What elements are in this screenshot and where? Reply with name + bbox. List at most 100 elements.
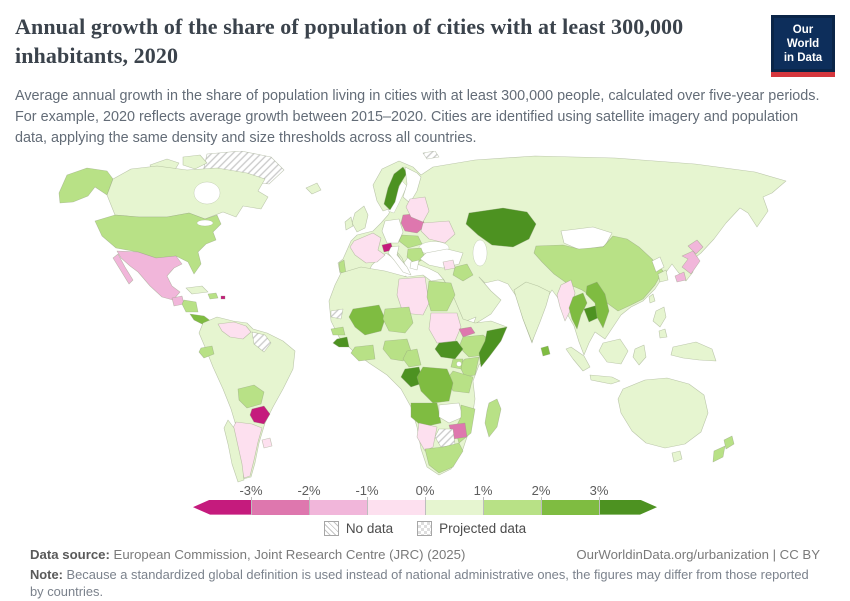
country-new-zealand[interactable] — [712, 435, 735, 462]
country-indonesia[interactable] — [565, 338, 647, 384]
country-india[interactable] — [513, 281, 551, 342]
country-bolivia[interactable] — [237, 384, 265, 408]
country-sri-lanka[interactable] — [540, 345, 551, 356]
country-somalia[interactable] — [478, 326, 508, 367]
projected-data-key[interactable]: Projected data — [417, 520, 526, 536]
choropleth-map-svg — [58, 150, 787, 482]
country-south-africa[interactable] — [424, 442, 464, 473]
country-honduras-nicaragua[interactable] — [181, 299, 199, 312]
country-new-guinea[interactable] — [670, 341, 717, 361]
country-south-korea[interactable] — [657, 269, 669, 282]
legend-bin-1[interactable] — [251, 499, 309, 515]
country-philippines[interactable] — [652, 306, 668, 338]
country-hispaniola[interactable] — [207, 292, 219, 299]
country-mexico-baja[interactable] — [112, 253, 134, 284]
owid-link[interactable]: OurWorldinData.org/urbanization | CC BY — [576, 546, 820, 562]
footer: Data source: European Commission, Joint … — [15, 547, 835, 601]
legend-bin-4[interactable] — [425, 499, 483, 515]
country-north-korea[interactable] — [651, 256, 665, 272]
country-mali[interactable] — [348, 304, 386, 335]
country-chile[interactable] — [223, 419, 245, 482]
country-japan[interactable] — [674, 239, 704, 282]
owid-logo: Our World in Data — [771, 15, 835, 78]
projected-data-swatch-icon — [417, 520, 433, 536]
country-madagascar[interactable] — [484, 398, 502, 437]
country-dr-congo[interactable] — [416, 366, 454, 403]
country-belarus-baltics[interactable] — [405, 196, 430, 222]
legend-bin-7[interactable] — [599, 500, 657, 515]
owid-logo-line2: in Data — [783, 52, 823, 65]
country-ecuador[interactable] — [198, 345, 215, 358]
country-zambia[interactable] — [438, 402, 464, 423]
country-western-sahara[interactable] — [330, 308, 344, 319]
legend-tick-labels: -3% -2% -1% 0% 1% 2% 3% — [193, 483, 657, 500]
country-italy[interactable] — [387, 245, 412, 275]
country-ireland[interactable] — [344, 216, 354, 230]
country-australia[interactable] — [617, 377, 709, 448]
country-venezuela[interactable] — [217, 321, 252, 339]
country-ghana-ivory-coast[interactable] — [350, 344, 376, 361]
page-title: Annual growth of the share of population… — [15, 14, 684, 68]
country-uruguay[interactable] — [261, 437, 273, 448]
legend-tick: -1% — [355, 482, 379, 498]
country-libya[interactable] — [396, 276, 430, 315]
legend-tick: 3% — [589, 482, 609, 498]
country-germany[interactable] — [381, 218, 404, 243]
country-puerto-rico[interactable] — [220, 295, 226, 299]
country-eritrea[interactable] — [458, 326, 476, 337]
country-myanmar[interactable] — [556, 279, 576, 321]
country-thailand[interactable] — [568, 292, 588, 329]
legend-bin-2[interactable] — [309, 499, 367, 515]
country-cuba[interactable] — [185, 285, 209, 294]
country-uk[interactable] — [351, 205, 369, 232]
country-canada[interactable] — [106, 165, 269, 219]
country-finland[interactable] — [402, 166, 422, 203]
owid-logo-line1: Our World — [786, 24, 820, 51]
country-iceland[interactable] — [305, 182, 322, 194]
country-balkans[interactable] — [406, 247, 426, 264]
data-source-label: Data source: — [30, 546, 110, 562]
legend-boundary-tick — [541, 496, 542, 515]
country-egypt[interactable] — [426, 280, 456, 311]
country-france[interactable] — [349, 232, 386, 263]
country-alaska[interactable] — [58, 167, 114, 203]
legend-boundary-tick — [425, 496, 426, 515]
country-syria[interactable] — [442, 259, 456, 270]
header: Annual growth of the share of population… — [15, 13, 835, 78]
country-guinea[interactable] — [332, 336, 350, 347]
country-taiwan[interactable] — [648, 293, 656, 303]
country-vietnam[interactable] — [585, 281, 610, 328]
country-niger[interactable] — [382, 306, 414, 333]
legend-boundary-tick — [367, 496, 368, 515]
hudson-bay — [193, 181, 221, 204]
country-mexico[interactable] — [116, 250, 183, 300]
legend-boundary-tick — [251, 496, 252, 515]
country-nigeria[interactable] — [382, 338, 412, 361]
no-data-key[interactable]: No data — [323, 520, 393, 536]
footer-note: Note: Because a standardized global defi… — [30, 566, 820, 601]
country-cameroon[interactable] — [402, 348, 422, 367]
legend-bin-5[interactable] — [483, 499, 541, 515]
legend-tick: 0% — [415, 482, 435, 498]
country-guyana-suriname[interactable] — [251, 331, 272, 352]
country-central-europe[interactable] — [398, 234, 423, 248]
legend-bin-6[interactable] — [541, 499, 599, 515]
note-text: Because a standardized global definition… — [30, 566, 809, 600]
legend-bin-0[interactable] — [193, 499, 251, 515]
country-angola[interactable] — [410, 402, 442, 427]
lake-victoria — [456, 360, 462, 367]
country-iraq[interactable] — [452, 263, 474, 281]
legend-boundary-tick — [599, 496, 600, 515]
country-kazakhstan[interactable] — [465, 207, 537, 247]
country-gabon-congo[interactable] — [400, 366, 424, 387]
country-ukraine[interactable] — [420, 220, 456, 243]
country-svalbard[interactable] — [422, 150, 440, 159]
country-tasmania[interactable] — [671, 450, 683, 462]
country-china[interactable] — [533, 235, 664, 311]
country-paraguay[interactable] — [249, 405, 271, 424]
legend-color-bar[interactable] — [193, 496, 657, 515]
country-senegal[interactable] — [330, 326, 346, 335]
country-greece[interactable] — [409, 259, 420, 270]
legend-bin-3[interactable] — [367, 499, 425, 515]
no-data-swatch-icon — [323, 520, 339, 536]
